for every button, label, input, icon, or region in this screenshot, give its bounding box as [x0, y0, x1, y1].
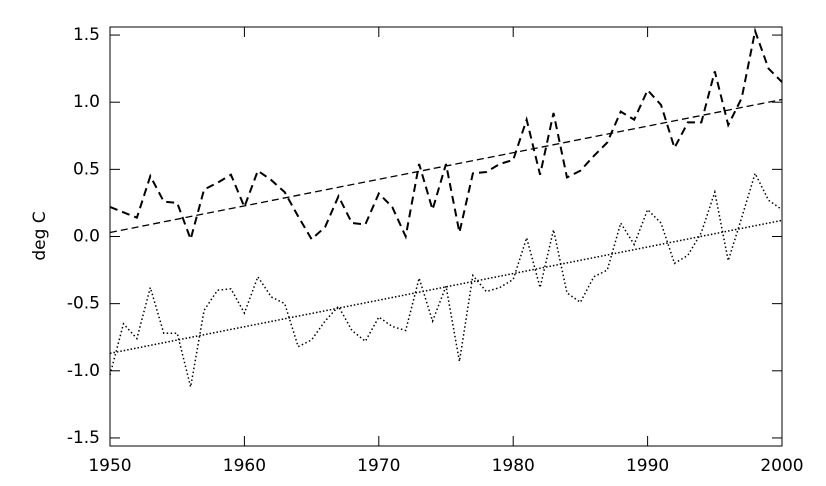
- plot-frame: [109, 26, 783, 447]
- y-tick-label: -1.0: [67, 361, 100, 381]
- y-axis-label: deg C: [30, 211, 50, 260]
- y-tick-label: 1.0: [73, 92, 100, 112]
- line-series: [109, 27, 783, 243]
- y-tick-label: -1.5: [67, 428, 100, 448]
- y-tick-label: 0.5: [73, 159, 100, 179]
- x-tick-label: 2000: [760, 456, 803, 476]
- y-tick-label: -0.5: [67, 294, 100, 314]
- x-tick-label: 1990: [626, 456, 669, 476]
- line-series: [109, 98, 783, 234]
- y-tick-label: 1.5: [73, 25, 100, 45]
- x-tick-label: 1950: [88, 456, 131, 476]
- x-tick-label: 1960: [223, 456, 266, 476]
- x-tick-label: 1970: [357, 456, 400, 476]
- line-series: [109, 219, 783, 355]
- y-tick-label: 0.0: [73, 227, 100, 247]
- x-tick-label: 1980: [492, 456, 535, 476]
- line-series: [109, 171, 783, 388]
